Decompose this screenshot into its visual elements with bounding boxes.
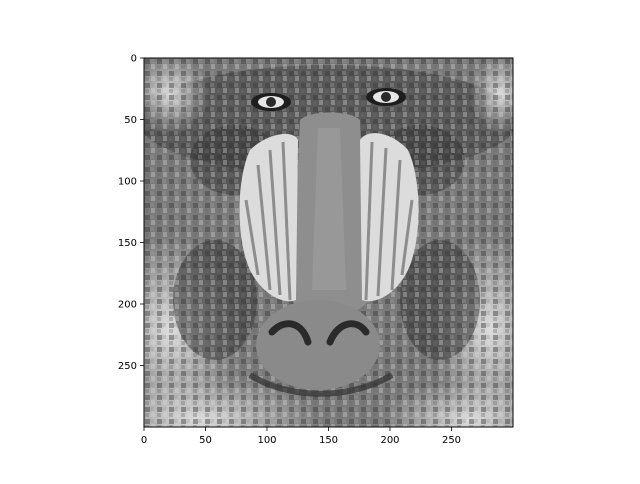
y-tick-label: 150 <box>118 238 137 249</box>
x-tick-label: 0 <box>141 435 147 446</box>
right-eye <box>366 88 406 106</box>
y-tick-label: 50 <box>124 115 137 126</box>
y-tick-label: 0 <box>131 54 137 65</box>
muzzle <box>256 300 380 390</box>
y-axis: 0 50 100 150 200 250 <box>118 54 144 372</box>
left-nostril <box>268 320 312 346</box>
x-tick-label: 50 <box>199 435 212 446</box>
y-tick-label: 200 <box>118 300 137 311</box>
y-tick-label: 100 <box>118 177 137 188</box>
x-tick-label: 200 <box>380 435 399 446</box>
x-tick-label: 150 <box>319 435 338 446</box>
image-area <box>144 58 513 427</box>
x-tick-label: 250 <box>442 435 461 446</box>
x-axis: 0 50 100 150 200 250 <box>141 427 461 446</box>
right-nostril <box>326 320 370 346</box>
left-eye <box>251 93 291 111</box>
mouth-line <box>248 372 394 397</box>
y-tick-label: 250 <box>118 361 137 372</box>
x-tick-label: 100 <box>257 435 276 446</box>
